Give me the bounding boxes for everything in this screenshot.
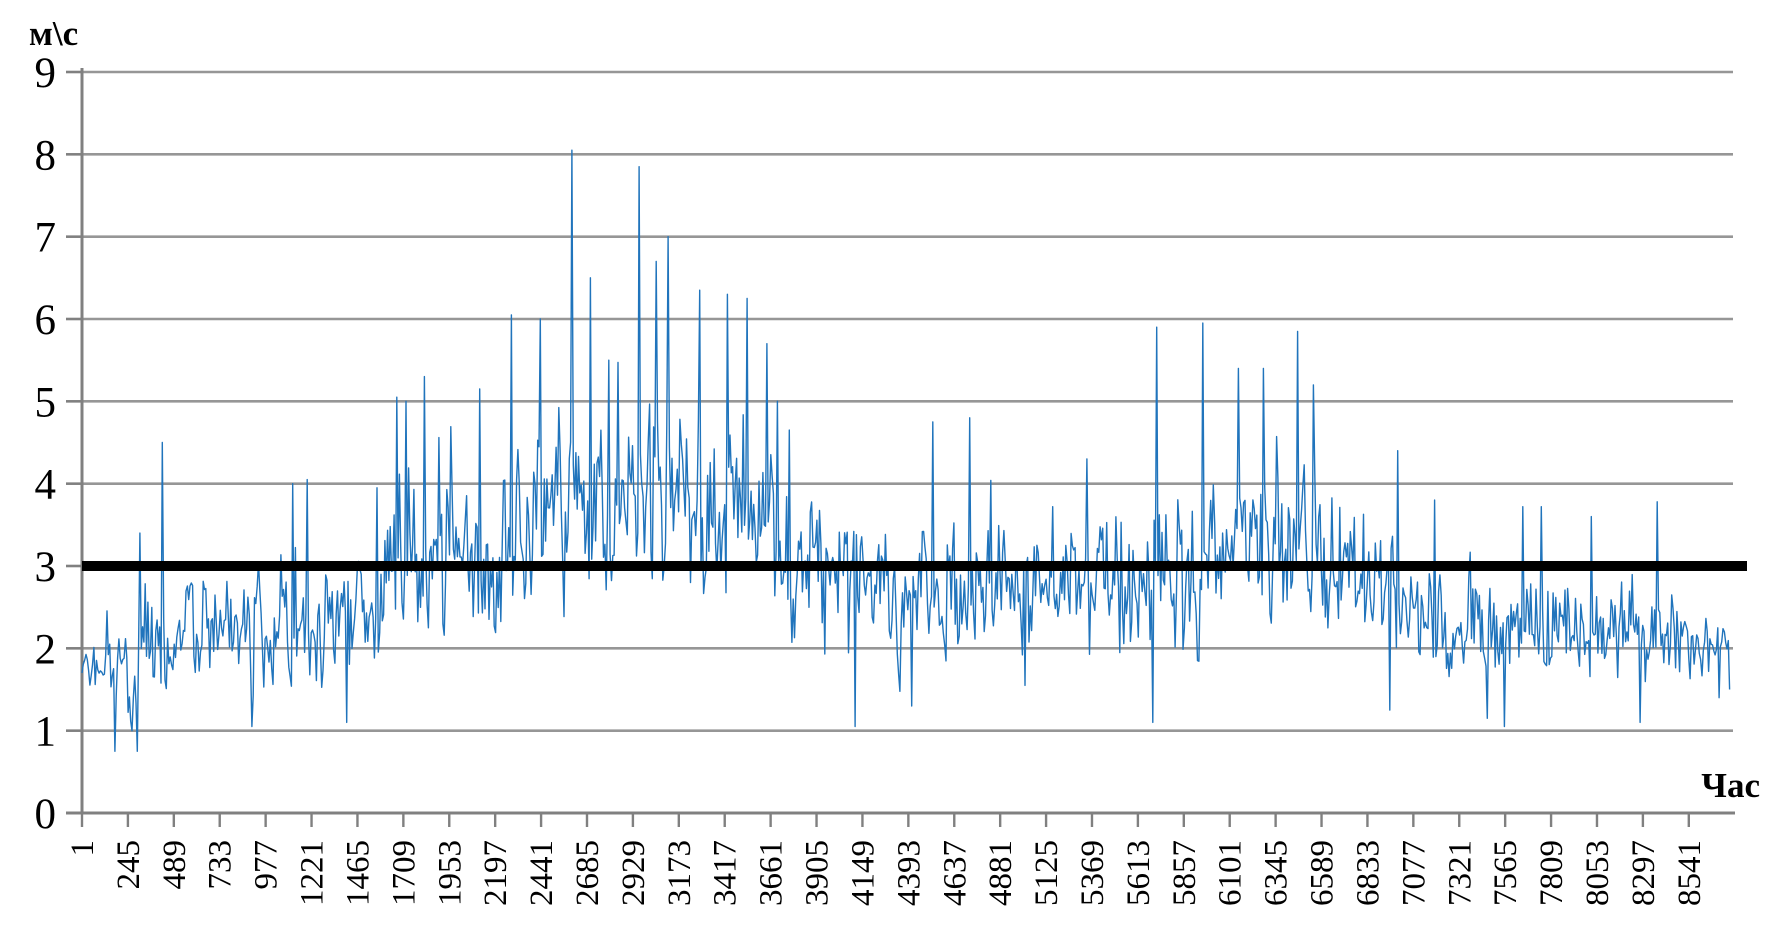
x-tick-label-733: 733 bbox=[203, 840, 239, 890]
y-tick-label-3: 3 bbox=[35, 544, 57, 591]
x-tick-label-6833: 6833 bbox=[1350, 840, 1386, 906]
y-tick-label-6: 6 bbox=[35, 297, 57, 344]
x-tick-label-3905: 3905 bbox=[800, 840, 836, 906]
y-tick-label-2: 2 bbox=[35, 626, 57, 673]
y-tick-label-9: 9 bbox=[35, 50, 57, 97]
y-tick-label-1: 1 bbox=[35, 709, 57, 756]
y-tick-label-0: 0 bbox=[35, 791, 57, 838]
x-tick-label-3661: 3661 bbox=[754, 840, 790, 906]
x-tick-label-5857: 5857 bbox=[1167, 840, 1203, 906]
x-tick-label-8053: 8053 bbox=[1580, 840, 1616, 906]
x-tick-label-6589: 6589 bbox=[1305, 840, 1341, 906]
x-tick-label-245: 245 bbox=[111, 840, 147, 890]
x-axis-title: Час bbox=[1701, 766, 1760, 805]
y-tick-label-8: 8 bbox=[35, 132, 57, 179]
x-tick-label-6345: 6345 bbox=[1259, 840, 1295, 906]
y-tick-label-7: 7 bbox=[35, 215, 57, 262]
y-tick-label-5: 5 bbox=[35, 379, 57, 426]
x-tick-label-7321: 7321 bbox=[1442, 840, 1478, 906]
x-tick-label-8541: 8541 bbox=[1672, 840, 1708, 906]
x-tick-label-977: 977 bbox=[249, 840, 285, 890]
x-tick-label-3173: 3173 bbox=[662, 840, 698, 906]
x-tick-label-4637: 4637 bbox=[937, 840, 973, 906]
x-tick-label-1953: 1953 bbox=[432, 840, 468, 906]
y-axis-unit-label: м\с bbox=[29, 14, 79, 53]
x-tick-label-3417: 3417 bbox=[708, 840, 744, 906]
x-tick-label-7077: 7077 bbox=[1396, 840, 1432, 906]
x-tick-label-2441: 2441 bbox=[524, 840, 560, 906]
wind-speed-series bbox=[81, 149, 1731, 752]
x-tick-label-1709: 1709 bbox=[386, 840, 422, 906]
y-tick-label-4: 4 bbox=[35, 462, 57, 509]
x-tick-label-1: 1 bbox=[65, 840, 101, 857]
x-tick-label-4149: 4149 bbox=[845, 840, 881, 906]
x-tick-label-8297: 8297 bbox=[1626, 840, 1662, 906]
x-tick-label-4881: 4881 bbox=[983, 840, 1019, 906]
x-tick-label-5369: 5369 bbox=[1075, 840, 1111, 906]
x-tick-label-5125: 5125 bbox=[1029, 840, 1065, 906]
x-tick-label-1221: 1221 bbox=[295, 840, 331, 906]
x-tick-label-4393: 4393 bbox=[891, 840, 927, 906]
x-tick-label-489: 489 bbox=[157, 840, 193, 890]
x-tick-label-2929: 2929 bbox=[616, 840, 652, 906]
x-tick-label-7809: 7809 bbox=[1534, 840, 1570, 906]
x-tick-label-2685: 2685 bbox=[570, 840, 606, 906]
x-tick-label-6101: 6101 bbox=[1213, 840, 1249, 906]
x-tick-label-7565: 7565 bbox=[1488, 840, 1524, 906]
x-tick-label-5613: 5613 bbox=[1121, 840, 1157, 906]
x-tick-label-2197: 2197 bbox=[478, 840, 514, 906]
x-tick-label-1465: 1465 bbox=[340, 840, 376, 906]
